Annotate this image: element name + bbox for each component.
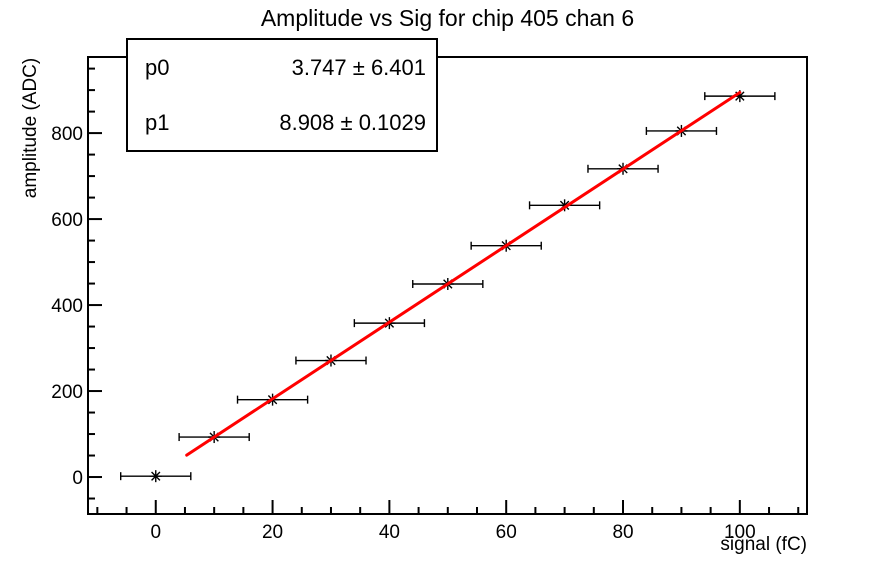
y-tick-label: 200 [51,382,83,403]
fit-stats-box: p0 3.747 ± 6.401 p1 8.908 ± 0.1029 [126,38,438,152]
x-tick-label: 0 [150,522,161,543]
x-tick-label: 60 [496,522,517,543]
fit-param-value: 3.747 ± 6.401 [291,54,426,80]
y-tick-label: 400 [51,296,83,317]
x-tick-label: 40 [379,522,400,543]
chart-title: Amplitude vs Sig for chip 405 chan 6 [260,5,635,31]
stat-row-p0: p0 3.747 ± 6.401 [128,40,436,95]
y-tick-label: 800 [51,124,83,145]
y-axis-title: amplitude (ADC) [20,57,41,199]
x-axis-title: signal (fC) [720,534,807,555]
y-tick-label: 0 [72,468,83,489]
fit-param-name: p1 [145,109,170,135]
stat-row-p1: p1 8.908 ± 0.1029 [128,95,436,150]
fit-line [185,90,742,457]
x-tick-label: 80 [612,522,633,543]
data-point-marker [528,199,601,212]
x-tick-label: 100 [724,522,756,543]
fit-param-name: p0 [145,54,170,80]
y-tick-label: 600 [51,210,83,231]
x-tick-label: 20 [262,522,283,543]
fit-param-value: 8.908 ± 0.1029 [279,109,426,135]
data-point-marker [120,470,192,483]
